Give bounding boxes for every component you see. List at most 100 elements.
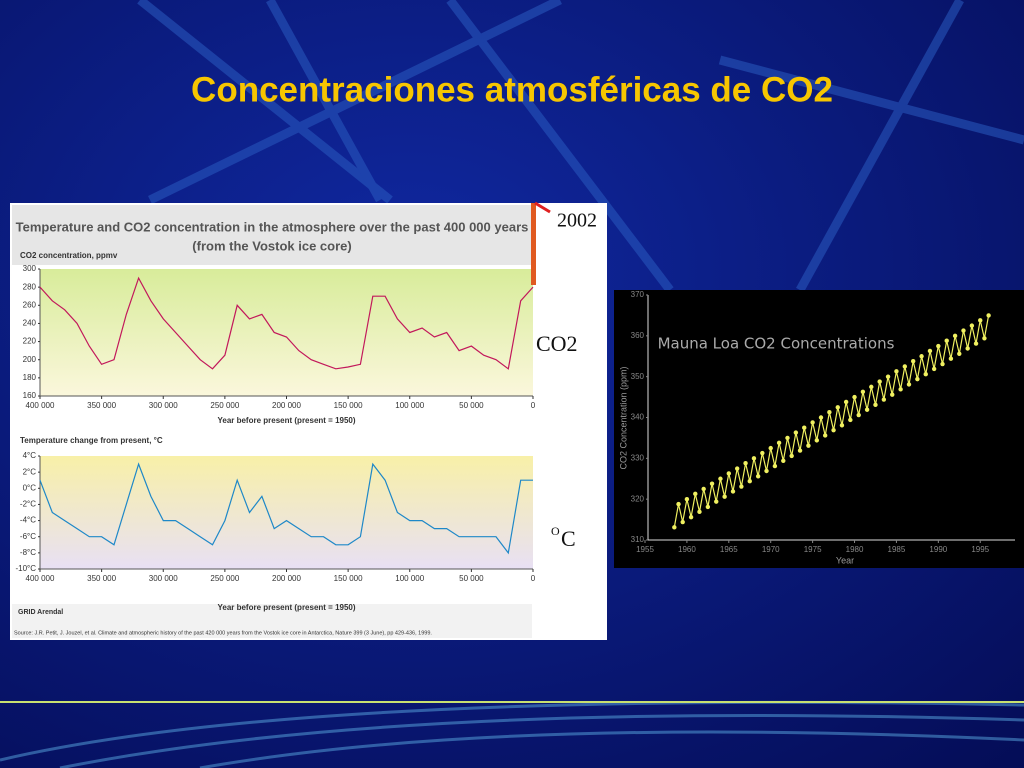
y-tick-label: 320 [631, 494, 645, 503]
y-tick-label: 280 [23, 282, 37, 291]
x-tick-label: 50 000 [459, 401, 484, 410]
decor-lines [137, 0, 1024, 293]
y-tick-label: -8°C [20, 548, 36, 557]
annotation-unit: C [561, 526, 576, 551]
data-point [793, 430, 799, 435]
x-tick-label: 150 000 [334, 401, 363, 410]
data-point [873, 402, 878, 408]
data-point [973, 341, 979, 346]
data-point [751, 456, 757, 461]
data-point [764, 468, 769, 474]
data-point [705, 504, 711, 510]
data-point [839, 423, 845, 428]
data-point [856, 412, 861, 418]
data-point [672, 525, 677, 530]
data-point [734, 466, 740, 471]
y-tick-label: 370 [631, 290, 645, 299]
data-point [718, 476, 723, 481]
x-tick-label: 100 000 [395, 574, 424, 583]
data-line [673, 315, 990, 528]
x-tick-label: 250 000 [210, 401, 239, 410]
data-point [864, 407, 870, 412]
x-tick-label: 1985 [888, 545, 906, 554]
data-point [919, 354, 924, 359]
data-point [747, 479, 752, 484]
y-tick-label: 310 [631, 535, 645, 544]
x-tick-label: 50 000 [459, 574, 484, 583]
y-tick-label: -2°C [20, 500, 36, 509]
y-tick-label: -6°C [20, 532, 36, 541]
slide-title: Concentraciones atmosféricas de CO2 [191, 70, 833, 109]
x-tick-label: 300 000 [149, 574, 178, 583]
data-point [898, 387, 903, 392]
x-axis-label: Year [836, 555, 854, 565]
data-point [978, 318, 983, 323]
y-tick-label: 160 [23, 391, 37, 400]
data-point [940, 361, 945, 367]
data-point [684, 496, 690, 502]
data-point [927, 348, 933, 354]
y-tick-label: -4°C [20, 516, 36, 525]
data-point [768, 445, 773, 451]
y-tick-label: 2°C [23, 467, 37, 476]
data-point [818, 415, 824, 420]
x-tick-label: 1990 [929, 545, 947, 554]
data-point [797, 448, 803, 453]
source: Source: J.R. Petit, J. Jouzel, et al. Cl… [14, 630, 432, 636]
data-point [785, 435, 790, 441]
data-point [936, 343, 941, 349]
data-point [810, 420, 815, 425]
data-line [39, 462, 533, 555]
data-point [772, 463, 778, 469]
x-tick-label: 1975 [804, 545, 822, 554]
data-point [957, 351, 962, 356]
data-point [730, 489, 736, 494]
annotation-co2: CO2 [536, 331, 578, 356]
data-point [923, 372, 928, 377]
data-point [822, 433, 828, 438]
data-point [894, 369, 899, 374]
data-point [697, 509, 702, 515]
data-point [806, 443, 811, 448]
y-tick-label: -10°C [15, 564, 36, 573]
data-point [676, 501, 681, 507]
x-tick-label: 1980 [846, 545, 864, 554]
footer [12, 604, 532, 638]
plot-background [40, 456, 533, 569]
data-point [835, 405, 840, 410]
x-tick-label: 200 000 [272, 574, 301, 583]
y-tick-label: 330 [631, 453, 645, 462]
y-tick-label: 200 [23, 355, 37, 364]
data-point [781, 458, 786, 463]
annotation-year: 2002 [557, 210, 597, 232]
x-tick-label: 1955 [636, 545, 654, 554]
data-point [701, 486, 706, 492]
y-tick-label: 340 [631, 413, 645, 422]
x-tick-label: 250 000 [210, 574, 239, 583]
data-point [688, 514, 694, 520]
y-tick-label: 260 [23, 300, 37, 309]
x-tick-label: 1995 [971, 545, 989, 554]
y-tick-label: 300 [23, 264, 37, 273]
data-point [843, 399, 849, 405]
x-tick-label: 400 000 [26, 401, 55, 410]
x-tick-label: 150 000 [334, 574, 363, 583]
x-tick-label: 350 000 [87, 401, 116, 410]
x-tick-label: 100 000 [395, 401, 424, 410]
data-point [890, 392, 895, 397]
y-tick-label: 180 [23, 373, 37, 382]
data-point [789, 453, 794, 459]
data-point [969, 323, 975, 328]
chart-title: Mauna Loa CO2 Concentrations [658, 335, 895, 353]
data-point [802, 425, 807, 430]
data-point [877, 379, 882, 384]
y-axis-label: Temperature change from present, °C [20, 436, 163, 445]
y-tick-label: 0°C [23, 483, 37, 492]
data-point [831, 427, 836, 433]
data-point [852, 394, 857, 400]
plot-background [40, 269, 533, 396]
x-tick-label: 0 [531, 574, 536, 583]
data-point [827, 409, 832, 415]
data-point [722, 494, 727, 499]
data-point [760, 450, 765, 456]
